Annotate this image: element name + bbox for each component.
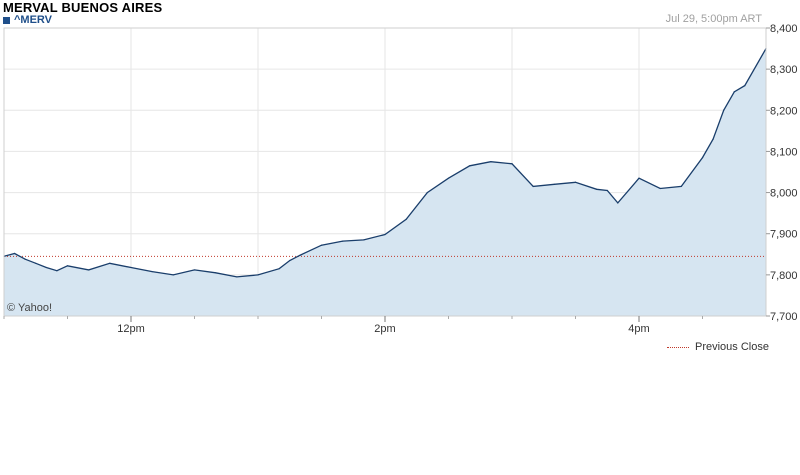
y-tick-label: 8,200 — [770, 105, 798, 117]
series-point — [88, 269, 90, 271]
series-point — [553, 183, 555, 185]
series-point — [45, 266, 47, 269]
chart-timestamp: Jul 29, 5:00pm ART — [665, 13, 762, 25]
series-point — [469, 165, 471, 167]
series-point — [712, 138, 714, 140]
series-point — [532, 185, 534, 187]
y-tick-label: 8,300 — [770, 64, 798, 76]
series-legend: ^MERV — [3, 14, 52, 26]
series-point — [511, 163, 513, 165]
y-axis: 8,400 8,300 8,200 8,100 8,000 7,900 7,800 7,700 — [766, 23, 798, 323]
x-tick-label: 12pm — [117, 323, 145, 335]
x-tick-label: 2pm — [374, 323, 395, 335]
chart-title: MERVAL BUENOS AIRES — [3, 0, 163, 15]
series-point — [596, 188, 598, 190]
series-point — [744, 85, 746, 87]
y-tick-label: 8,400 — [770, 23, 798, 35]
series-point — [56, 270, 58, 272]
series-point — [13, 252, 16, 255]
series-point — [606, 189, 608, 192]
series-point — [447, 177, 450, 179]
series-point — [236, 276, 238, 278]
series-legend-label: ^MERV — [14, 14, 53, 26]
series-point — [638, 177, 640, 179]
series-point — [215, 272, 217, 274]
series-point — [723, 109, 725, 111]
chart-credit: © Yahoo! — [7, 302, 52, 314]
series-legend-swatch — [3, 16, 10, 24]
y-tick-label: 7,800 — [770, 270, 798, 282]
series-point — [733, 91, 735, 93]
previous-close-legend-label: Previous Close — [695, 341, 769, 353]
series-point — [257, 274, 259, 276]
series-point — [193, 269, 196, 271]
series-point — [342, 240, 344, 242]
x-axis: 12pm 2pm 4pm — [3, 316, 703, 335]
series-point — [299, 254, 301, 256]
series-point — [151, 270, 153, 273]
series-point — [405, 218, 407, 220]
y-tick-label: 8,100 — [770, 146, 798, 158]
previous-close-legend: Previous Close — [667, 341, 769, 353]
y-tick-label: 8,000 — [770, 188, 798, 200]
series-point — [66, 265, 69, 267]
series-point — [278, 268, 280, 270]
series-point — [363, 239, 365, 241]
series-point — [680, 185, 682, 187]
points-layer — [3, 47, 767, 278]
series-point — [24, 258, 26, 260]
series-point — [617, 202, 619, 204]
series-area — [4, 48, 766, 316]
series-point — [426, 191, 428, 194]
x-tick-label: 4pm — [628, 323, 649, 335]
series-line — [3, 48, 767, 278]
series-point — [130, 266, 132, 269]
y-tick-label: 7,700 — [770, 311, 798, 323]
previous-close-legend-line — [667, 346, 689, 348]
series-point — [320, 244, 323, 246]
series-point — [701, 157, 704, 159]
series-point — [490, 161, 492, 163]
series-point — [574, 181, 577, 183]
series-point — [172, 274, 174, 276]
series-point — [659, 187, 661, 190]
series-point — [35, 262, 37, 264]
series-point — [384, 233, 386, 236]
y-tick-label: 7,900 — [770, 229, 798, 241]
series-point — [109, 262, 111, 264]
series-point — [289, 259, 291, 262]
